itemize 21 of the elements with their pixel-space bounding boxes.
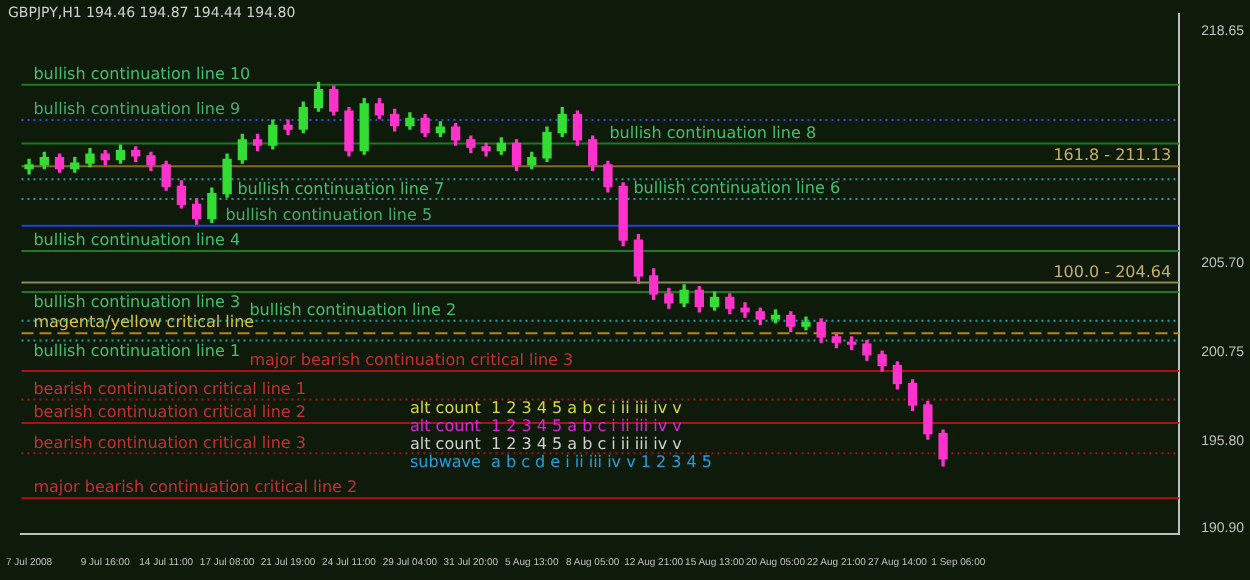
ref-line-label: bearish continuation critical line 2	[33, 403, 306, 422]
annotation: alt count 1 2 3 4 5 a b c i ii iii iv v	[410, 435, 683, 454]
ref-line-label: bullish continuation line 10	[33, 64, 251, 83]
ref-line-label: magenta/yellow critical line	[33, 313, 255, 332]
ref-line-label: bullish continuation line 2	[249, 300, 457, 319]
ref-line-label: bearish continuation critical line 1	[33, 379, 306, 398]
ref-line-label: bullish continuation line 6	[633, 179, 841, 198]
ref-line-label: bearish continuation critical line 3	[33, 433, 306, 452]
ref-line-label: major bearish continuation critical line 2	[33, 478, 358, 497]
ref-line-label: bullish continuation line 7	[237, 180, 445, 199]
ref-line-label: bullish continuation line 5	[225, 205, 433, 224]
ref-line-label: bullish continuation line 3	[33, 293, 241, 312]
ref-line-label: major bearish continuation critical line 3	[249, 351, 574, 370]
annotation: 100.0 - 204.64	[1053, 262, 1172, 281]
ref-line-label: bullish continuation line 8	[609, 123, 817, 142]
annotation: 161.8 - 211.13	[1053, 146, 1172, 165]
ref-line-label: bullish continuation line 1	[33, 341, 241, 360]
annotation: alt count 1 2 3 4 5 a b c i ii iii iv v	[410, 399, 683, 418]
ref-line-label: bullish continuation line 4	[33, 231, 241, 250]
ref-line-label: bullish continuation line 9	[33, 100, 241, 119]
annotation: subwave a b c d e i ii iii iv v 1 2 3 4 5	[410, 453, 712, 472]
